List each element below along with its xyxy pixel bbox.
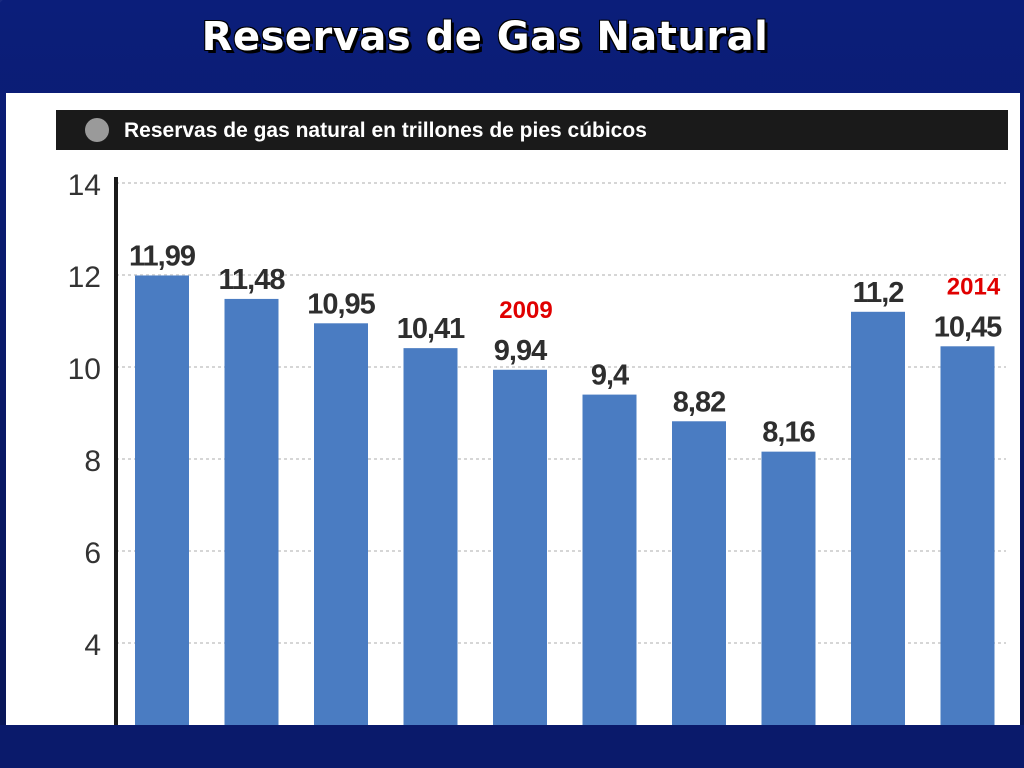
bar [761,451,816,725]
bar-chart: Reservas de gas natural en trillones de … [56,110,1008,725]
y-tick-label: 6 [84,537,101,570]
y-tick-label: 4 [84,629,101,662]
bar [582,394,637,725]
bar-value-label: 9,94 [494,335,547,367]
title-bullet-icon [85,118,109,142]
year-annotation: 2014 [947,273,1001,300]
bar [224,298,279,725]
y-tick-label-clipped: 2 [84,721,101,725]
bar [940,346,995,725]
bar-value-label: 11,2 [853,277,904,309]
slide-title: Reservas de Gas Natural [201,14,769,60]
bar-value-label: 11,48 [219,264,286,296]
y-tick-label: 10 [68,353,101,386]
bar [314,323,368,725]
bar-value-label: 10,41 [397,313,465,345]
bar [135,275,189,725]
y-tick-label: 12 [68,261,101,294]
bar-value-label: 10,95 [307,288,375,320]
bar [403,348,458,725]
bar-value-label: 11,99 [129,240,196,272]
bar [672,421,726,725]
chart-title-bar [56,110,1008,150]
bar-value-label: 8,82 [673,386,725,418]
bar [493,369,547,725]
bar-value-label: 10,45 [934,311,1002,343]
y-tick-label: 8 [84,445,101,478]
bar-value-label: 9,4 [591,360,629,392]
bottom-strip [0,725,1024,768]
chart-title: Reservas de gas natural en trillones de … [124,119,647,142]
y-tick-label: 14 [68,169,101,202]
bar [851,311,905,725]
bar-value-label: 8,16 [762,417,815,449]
year-annotation: 2009 [499,297,552,324]
chart-panel: Reservas de gas natural en trillones de … [6,93,1020,725]
